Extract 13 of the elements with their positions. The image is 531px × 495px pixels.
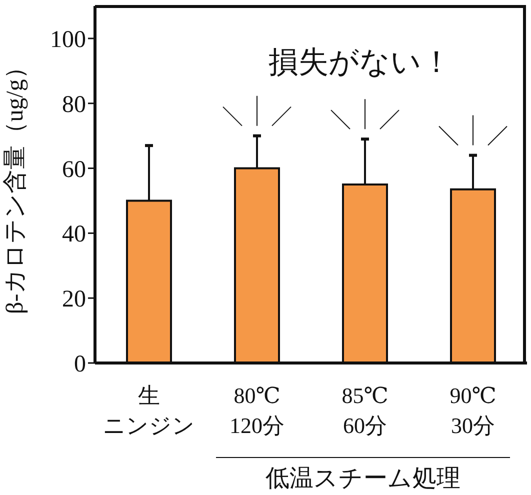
y-tick-label: 20: [62, 286, 86, 313]
x-tick-label: 90℃ 30分: [450, 383, 496, 438]
y-tick-label: 60: [62, 156, 86, 183]
x-tick-label: 80℃ 120分: [230, 383, 284, 438]
annotation: 損失がない！: [268, 45, 452, 81]
text: 低温スチーム処理: [264, 465, 462, 494]
y-axis-title: β-カロテン含量（ug/g）: [2, 55, 29, 314]
y-tick-label: 100: [50, 26, 86, 53]
x-tick-label: 85℃ 60分: [342, 383, 388, 438]
x-tick-label: 生ニンジン: [103, 383, 195, 438]
y-tick-label: 80: [62, 92, 86, 118]
y-tick-label: 0: [74, 352, 86, 378]
y-tick-label: 40: [62, 222, 86, 248]
